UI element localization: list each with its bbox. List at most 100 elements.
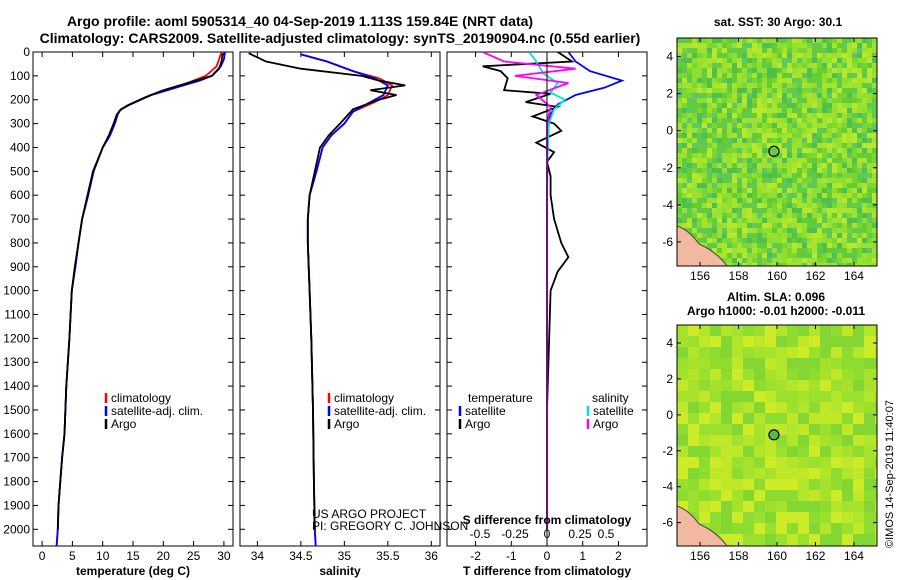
map_sst-cell [827,53,833,59]
map_sst-cell [832,193,838,199]
map_sst-cell [767,213,773,219]
temperature-ytick-label: 200 [10,93,30,107]
map_sst-cell [692,168,698,174]
map_sla-cell [699,391,711,403]
map_sst-cell [802,93,808,99]
map_sst-cell [732,258,738,264]
map_sst-cell [722,163,728,169]
map_sst-cell [847,228,853,234]
difference-stick-label: 0 [544,527,551,541]
map_sla-cell [853,402,865,414]
map_sst-cell [792,98,798,104]
map_sst-cell [802,188,808,194]
map_sst-cell [752,213,758,219]
temperature-ytick-label: 1200 [3,331,30,345]
map_sst-cell [757,48,763,54]
map_sla-cell [699,380,711,392]
map_sst-cell [847,53,853,59]
map_sst-cell [712,93,718,99]
map_sla-cell [743,446,755,458]
map_sst-cell [867,38,873,44]
map_sst-cell [857,63,863,69]
map_sst-cell [722,48,728,54]
map_sla-cell [853,446,865,458]
map_sst-cell [777,208,783,214]
map_sst-cell [707,108,713,114]
map_sst-cell [682,98,688,104]
map_sst-cell [837,168,843,174]
map_sst-cell [712,103,718,109]
map_sst-cell [742,38,748,44]
map_sst-cell [732,93,738,99]
map_sst-cell [792,78,798,84]
map_sst-cell [732,143,738,149]
map_sst-cell [867,133,873,139]
map_sst-cell [702,243,708,249]
map_sst-cell [777,238,783,244]
map_sst-cell [707,128,713,134]
map_sst-cell [832,243,838,249]
map_sst-cell [682,88,688,94]
map_sst-cell [782,243,788,249]
map_sst-cell [782,98,788,104]
map_sst-cell [747,248,753,254]
map_sla-cell [798,325,810,337]
map_sst-cell [722,83,728,89]
map_sst-cell [742,233,748,239]
map_sst-cell [827,213,833,219]
map_sst-cell [822,193,828,199]
map_sst-cell [692,113,698,119]
map_sla-cell [820,534,832,546]
map_sla-cell [820,479,832,491]
map_sst-cell [717,83,723,89]
map_sst-cell [822,103,828,109]
map_sst-cell [692,78,698,84]
map_sst-cell [737,158,743,164]
map_sst-cell [812,48,818,54]
map_sst-ytick-label: 4 [666,50,673,64]
map_sst-cell [772,98,778,104]
map_sst-cell [862,213,868,219]
map_sst-cell [787,263,793,266]
map_sla-cell [721,380,733,392]
map_sst-cell [767,208,773,214]
map_sst-cell [867,103,873,109]
map_sst-cell [802,203,808,209]
map_sla-cell [710,402,722,414]
map_sst-cell [787,153,793,159]
map_sst-cell [737,213,743,219]
map_sst-cell [732,243,738,249]
map_sla-cell [875,391,877,403]
map_sst-cell [852,133,858,139]
map_sst-cell [732,138,738,144]
map_sst-cell [802,183,808,189]
map_sst-cell [707,58,713,64]
map_sla-cell [710,413,722,425]
map_sst-cell [737,238,743,244]
map_sla-cell [875,512,877,524]
map_sst-cell [737,73,743,79]
map_sla-cell [688,358,700,370]
map_sst-cell [777,93,783,99]
map_sla-cell [875,325,877,337]
map_sla-cell [677,545,689,546]
map_sst-cell [842,178,848,184]
map_sst-cell [682,138,688,144]
map_sst-cell [702,223,708,229]
difference-temperature-legend-label: Argo [465,417,491,431]
map_sst-heatmap [677,38,877,266]
map_sst-cell [737,53,743,59]
map_sst-cell [762,113,768,119]
map_sst-cell [702,128,708,134]
map_sst-cell [822,153,828,159]
map_sst-cell [682,143,688,149]
temperature-legend-label: Argo [111,417,137,431]
map_sst-cell [827,43,833,49]
map_sst-cell [687,213,693,219]
map_sst-cell [767,83,773,89]
map_sst-cell [812,173,818,179]
map_sst-cell [842,213,848,219]
map_sst-cell [732,48,738,54]
map_sst-cell [807,208,813,214]
sla-map-subtitle: Argo h1000: -0.01 h2000: -0.011 [687,304,865,318]
